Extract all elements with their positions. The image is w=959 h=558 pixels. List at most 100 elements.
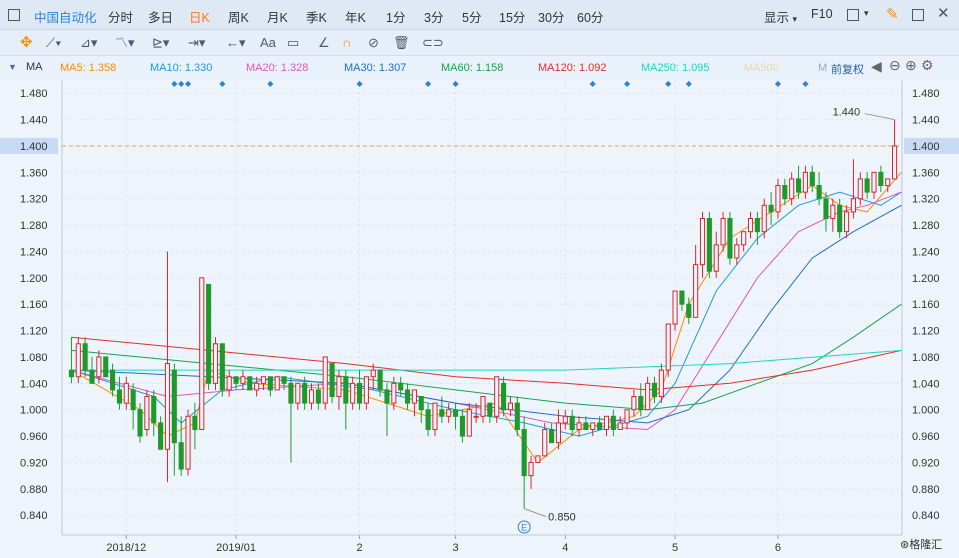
link-icon[interactable]: ⊂⊃	[422, 35, 444, 50]
candle-body	[795, 178, 802, 193]
candle-body	[617, 422, 623, 430]
candle-body	[302, 382, 308, 404]
candle-body	[549, 428, 555, 444]
candle-body	[432, 402, 438, 430]
tab-period-1[interactable]: 多日	[148, 11, 174, 25]
event-dot-icon: ◆	[624, 80, 631, 88]
tab-period-6[interactable]: 年K	[345, 11, 366, 25]
ma20-value: MA20: 1.328	[246, 62, 309, 74]
tab-period-5[interactable]: 季K	[306, 11, 327, 25]
ray-tool-icon[interactable]: ⊿▾	[80, 35, 98, 50]
trash-icon[interactable]: 🗑	[393, 35, 410, 50]
watermark-logo: ⊛格隆汇	[900, 537, 942, 551]
polyline-tool-icon[interactable]: 〽▾	[115, 35, 135, 50]
tab-period-8[interactable]: 3分	[424, 11, 444, 25]
y-tick-label-right: 1.440	[912, 115, 940, 127]
f10-button[interactable]: F10	[811, 7, 833, 21]
hide-drawings-icon[interactable]: ⊘	[368, 35, 379, 50]
angle-tool-icon[interactable]: ∠	[318, 35, 330, 50]
candle-body	[823, 198, 829, 219]
close-icon[interactable]: ✕	[937, 5, 950, 22]
ref-label-right: 1.400	[912, 141, 940, 153]
tab-period-0[interactable]: 分时	[108, 11, 134, 25]
tab-period-4[interactable]: 月K	[267, 11, 288, 25]
stock-title: 中国自动化	[34, 11, 97, 25]
ref-label-left-bg	[0, 137, 58, 154]
candle-body	[507, 402, 513, 411]
ma-line-ma120	[71, 336, 902, 391]
candle-body	[837, 204, 843, 233]
indicator-dropdown-icon[interactable]: ▼	[8, 62, 17, 72]
comment-tool-icon[interactable]: ▭	[287, 35, 300, 50]
candle-body	[308, 389, 315, 404]
event-dot-icon: ◆	[665, 80, 672, 88]
event-dot-icon: ◆	[185, 80, 192, 88]
display-menu-button[interactable]: 显示 ▾	[764, 7, 797, 26]
scroll-left-icon[interactable]: ◀	[871, 58, 882, 74]
zoom-in-icon[interactable]: ⊕	[905, 57, 917, 73]
settings-gear-icon[interactable]: ⚙	[921, 57, 934, 73]
maximize-icon[interactable]	[912, 9, 924, 21]
price-chart[interactable]: 1.480 1.440 1.400 1.360 1.320 1.280 1.240 1.200…	[0, 80, 959, 558]
candle-body	[850, 198, 856, 213]
candle-body	[89, 369, 95, 384]
candle-body	[843, 211, 850, 233]
event-dot-icon: ◆	[590, 80, 597, 88]
x-tick-label: 3	[452, 542, 458, 554]
x-tick-label: 6	[775, 542, 781, 554]
candle-body	[343, 376, 349, 404]
candle-body	[295, 382, 301, 404]
high-annotation: 1.440	[833, 107, 861, 119]
candle-body	[233, 376, 239, 384]
candle-body	[597, 422, 603, 430]
event-markers: ◆ ◆ ◆ ◆ ◆ ◆ ◆ ◆ ◆ ◆ ◆ ◆ ◆ ◆	[171, 80, 809, 88]
text-tool-icon[interactable]: Aa	[260, 35, 276, 50]
tab-period-9[interactable]: 5分	[462, 11, 482, 25]
candle-body	[562, 415, 568, 424]
y-tick-label-left: 0.840	[20, 510, 48, 522]
y-axis-left: 1.480 1.440 1.400 1.360 1.320 1.280 1.240 1.200…	[20, 88, 48, 522]
tab-period-11[interactable]: 30分	[538, 11, 565, 25]
annotations: 1.440 0.850 E	[517, 107, 895, 534]
tab-period-2[interactable]: 日K	[189, 11, 210, 25]
y-tick-label-right: 1.480	[912, 88, 940, 100]
x-tick-label: 2018/12	[106, 542, 146, 554]
crosshair-move-icon[interactable]: ✥	[20, 34, 33, 51]
tab-period-7[interactable]: 1分	[386, 11, 406, 25]
candle-body	[103, 356, 109, 378]
layout-chevron-down-icon[interactable]: ▾	[864, 8, 869, 18]
tab-period-12[interactable]: 60分	[577, 11, 604, 25]
channel-tool-icon[interactable]: ⊵▾	[152, 35, 170, 50]
indicator-name[interactable]: MA	[26, 61, 43, 73]
candle-body	[254, 382, 260, 391]
candle-body	[370, 369, 376, 378]
tab-period-3[interactable]: 周K	[228, 11, 249, 25]
candle-body	[404, 389, 411, 404]
candle-body	[487, 402, 493, 417]
candle-body	[240, 376, 246, 384]
y-axis-right: 1.480 1.440 1.400 1.360 1.320 1.280 1.240 1.200…	[912, 88, 940, 522]
ma250-value: MA250: 1.095	[641, 62, 710, 74]
candle-body	[377, 369, 383, 391]
line-tool-icon[interactable]: ⟋▾	[46, 35, 62, 50]
measure-tool-icon[interactable]: ⇥▾	[188, 35, 206, 50]
candle-body	[459, 415, 465, 437]
magnet-icon[interactable]: ∩	[342, 35, 352, 50]
layout-icon[interactable]	[847, 9, 859, 21]
event-dot-icon: ◆	[775, 80, 782, 88]
pencil-icon[interactable]: ✎	[886, 6, 899, 23]
adjust-mode-button[interactable]: 前复权	[831, 64, 864, 76]
candle-body	[699, 217, 706, 266]
candle-body	[583, 422, 589, 430]
candle-body	[350, 382, 356, 404]
y-tick-label-left: 1.080	[20, 352, 48, 364]
ma120-value: MA120: 1.092	[538, 62, 607, 74]
panel-toggle-icon[interactable]	[8, 9, 20, 21]
candle-body	[116, 389, 123, 404]
tab-period-10[interactable]: 15分	[499, 11, 526, 25]
candle-body	[356, 382, 363, 404]
y-tick-label-left: 1.440	[20, 115, 48, 127]
zoom-out-icon[interactable]: ⊖	[889, 57, 901, 73]
candle-body	[398, 382, 404, 391]
arrow-tool-icon[interactable]: ←▾	[226, 35, 246, 50]
